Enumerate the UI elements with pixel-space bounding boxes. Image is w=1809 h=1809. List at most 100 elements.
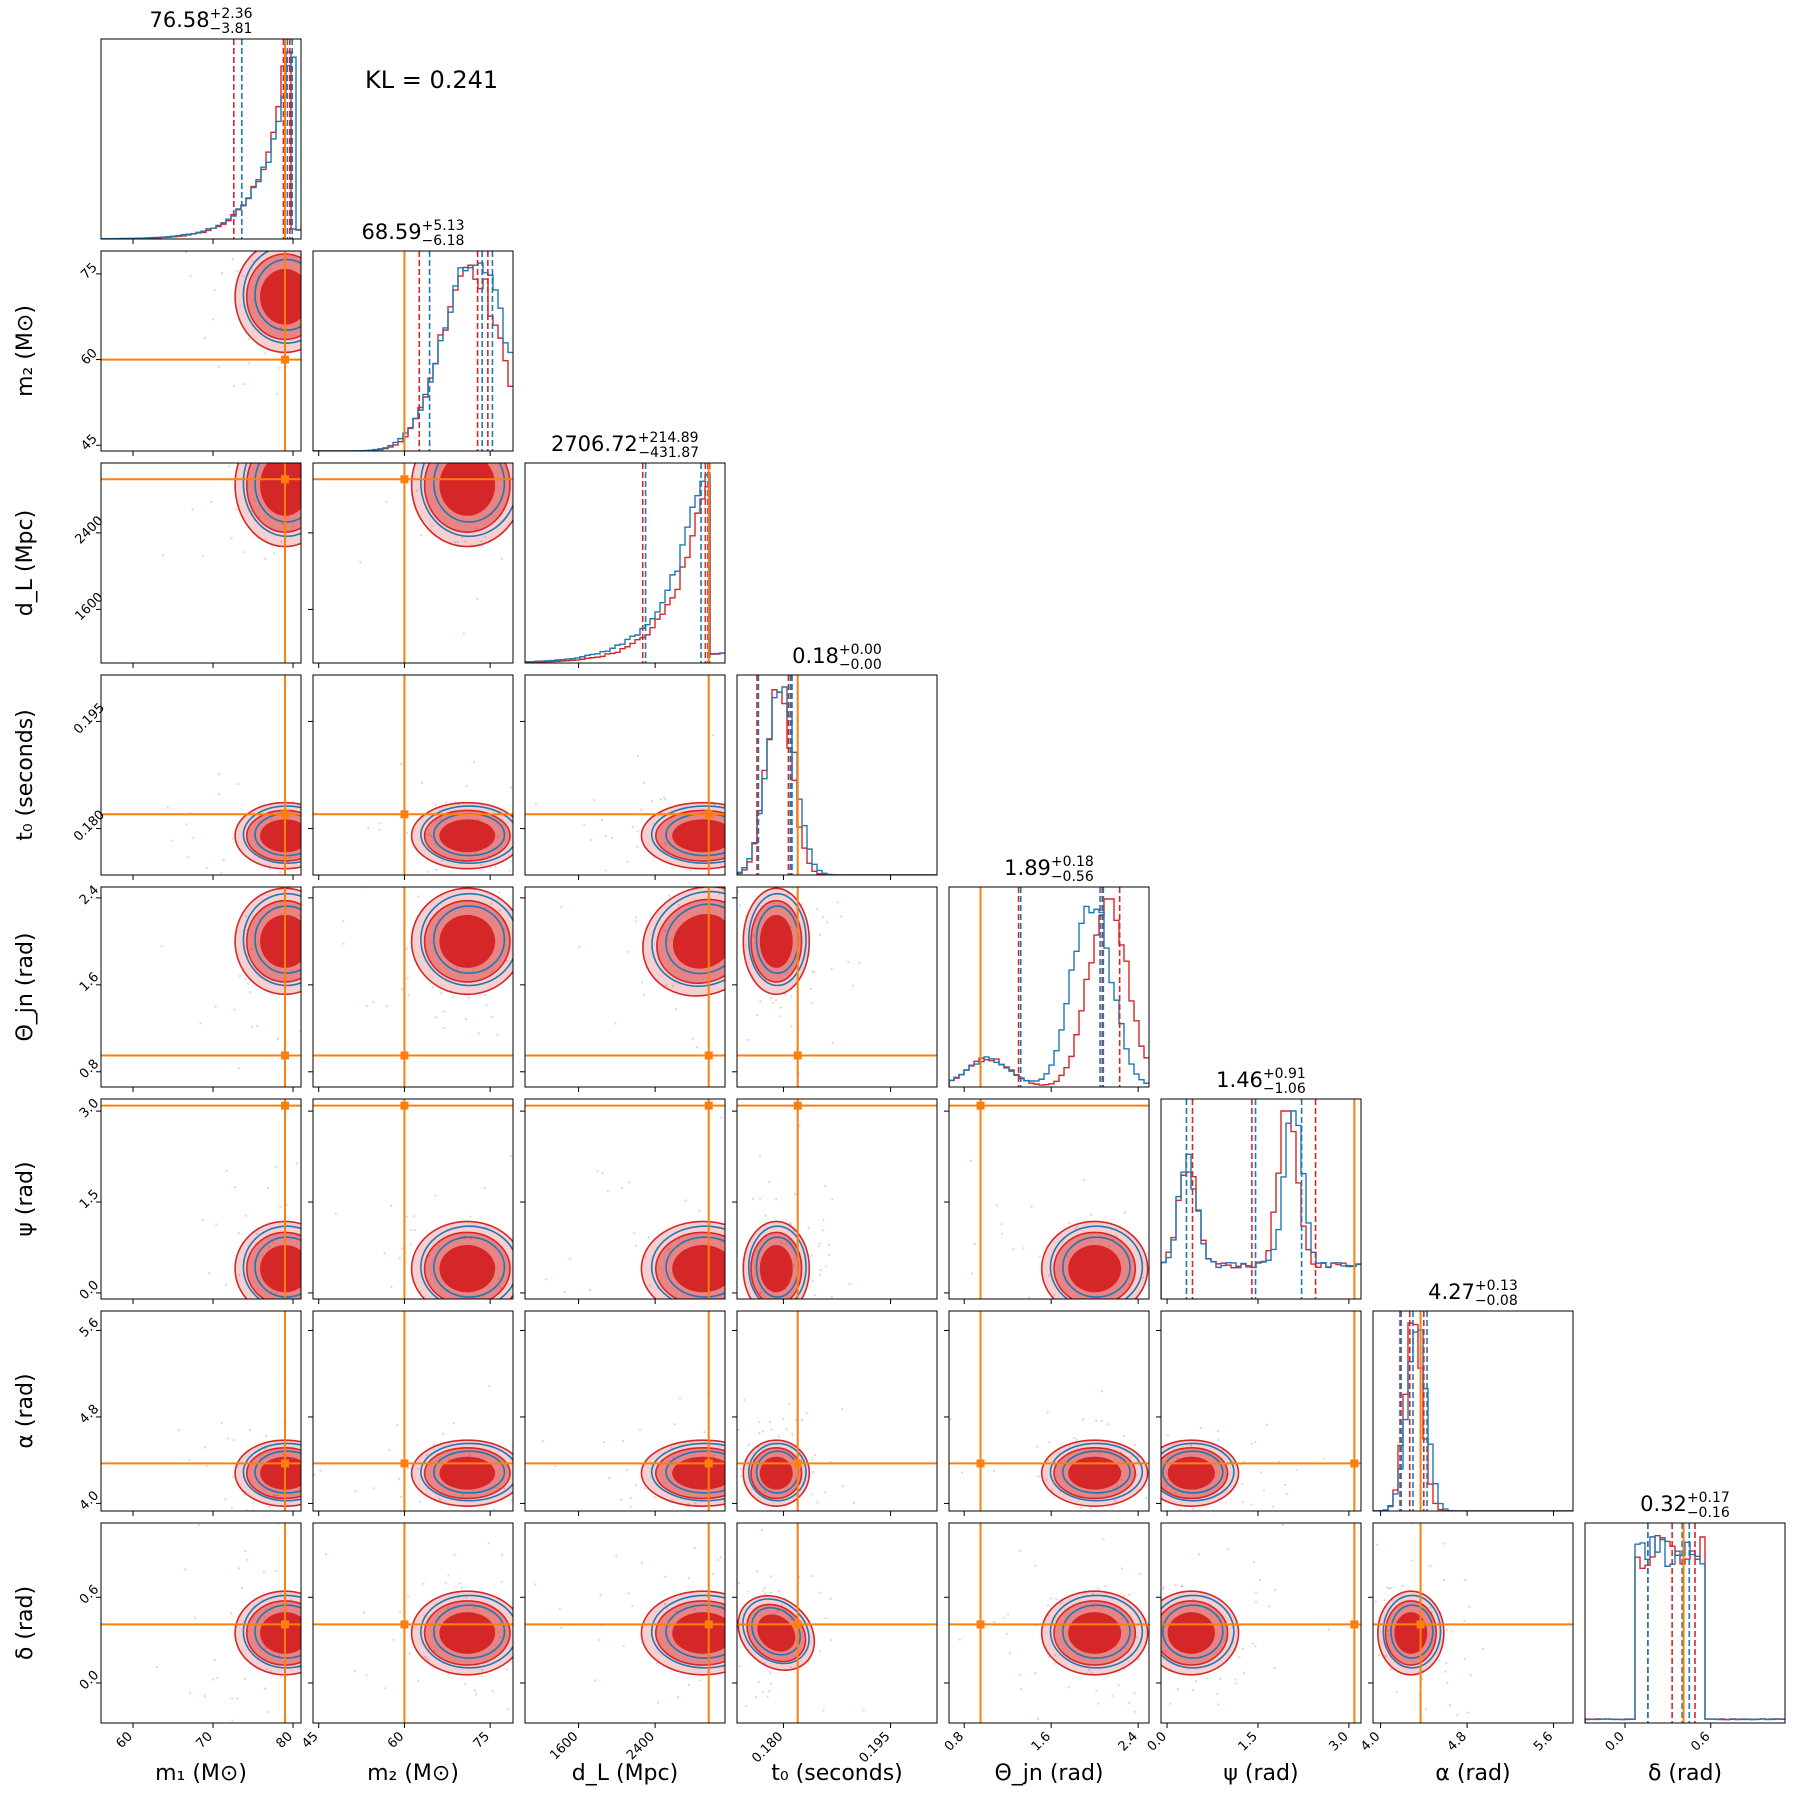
scatter-point — [731, 1233, 733, 1235]
scatter-point — [308, 480, 310, 482]
scatter-point — [768, 1307, 770, 1309]
scatter-point — [1153, 1574, 1155, 1576]
x-tick-label: 75 — [471, 1729, 493, 1751]
scatter-point — [1141, 1276, 1145, 1279]
scatter-point — [700, 1306, 702, 1308]
scatter-point — [509, 860, 513, 863]
scatter-point — [467, 996, 470, 999]
scatter-point — [656, 1314, 658, 1316]
truth-marker — [281, 1459, 289, 1468]
scatter-point — [307, 1485, 309, 1487]
scatter-point — [351, 465, 353, 467]
panel-alpha-alpha: 4.27+0.13 −0.08 — [1372, 1278, 1574, 1516]
scatter-point — [332, 976, 334, 978]
scatter-point — [427, 833, 430, 836]
scatter-point — [713, 1514, 715, 1516]
scatter-point — [400, 1495, 403, 1498]
scatter-point — [1196, 1533, 1198, 1535]
contour-outer-blue — [1049, 1442, 1144, 1502]
scatter-point — [640, 1562, 643, 1565]
scatter-point — [720, 1240, 724, 1243]
scatter-point — [362, 582, 364, 584]
x-tick-label: 0.0 — [1603, 1729, 1628, 1754]
scatter-point — [270, 818, 274, 821]
scatter-point — [527, 865, 529, 867]
scatter-point — [274, 448, 276, 450]
scatter-point — [266, 1710, 270, 1713]
scatter-point — [1154, 1599, 1156, 1601]
scatter-point — [514, 909, 516, 911]
scatter-point — [509, 383, 511, 385]
scatter-point — [358, 1326, 360, 1328]
truth-marker — [400, 1620, 409, 1629]
scatter-point — [171, 839, 174, 842]
scatter-point — [217, 773, 221, 776]
scatter-point — [689, 779, 691, 781]
scatter-point — [483, 439, 485, 441]
truth-marker — [400, 1101, 409, 1110]
scatter-point — [807, 1227, 810, 1230]
scatter-point — [1053, 1662, 1056, 1665]
scatter-point — [634, 920, 637, 923]
scatter-point — [727, 1630, 729, 1632]
scatter-point — [1387, 1629, 1390, 1632]
marginal-title: 1.89+0.18 −0.56 — [1004, 854, 1094, 885]
scatter-point — [406, 1467, 410, 1470]
scatter-point — [420, 534, 423, 537]
scatter-point — [1238, 1655, 1241, 1659]
scatter-point — [444, 1581, 447, 1584]
marginal-title: 4.27+0.13 −0.08 — [1428, 1278, 1518, 1309]
scatter-point — [589, 1293, 591, 1295]
scatter-point — [589, 838, 592, 842]
scatter-point — [811, 1002, 814, 1005]
scatter-point — [822, 1709, 825, 1712]
contour-inner-blue — [1062, 1604, 1131, 1659]
scatter-point — [1022, 1247, 1025, 1250]
y-tick-label: 2.4 — [77, 883, 102, 908]
scatter-point — [1111, 1694, 1114, 1698]
scatter-point — [353, 520, 355, 522]
scatter-point — [592, 830, 594, 832]
scatter-point — [593, 799, 596, 802]
x-tick-label: 80 — [274, 1729, 296, 1751]
truth-marker — [281, 475, 289, 484]
scatter-point — [411, 845, 413, 847]
scatter-point — [491, 970, 494, 973]
scatter-point — [596, 1169, 599, 1173]
scatter-point — [1048, 1441, 1051, 1444]
contour-core-red — [260, 1245, 301, 1293]
scatter-point — [314, 1711, 316, 1713]
scatter-point — [1283, 1483, 1287, 1486]
contour-outer-blue — [420, 1225, 513, 1299]
scatter-point — [534, 1583, 537, 1586]
scatter-point — [1195, 1544, 1197, 1546]
scatter-point — [1125, 1313, 1127, 1315]
scatter-point — [213, 289, 216, 292]
scatter-point — [237, 1274, 241, 1277]
scatter-point — [644, 1256, 647, 1259]
scatter-point — [719, 1556, 722, 1559]
scatter-point — [778, 1015, 781, 1018]
scatter-point — [579, 1345, 581, 1347]
scatter-point — [398, 1222, 400, 1224]
scatter-point — [331, 1632, 333, 1634]
scatter-point — [819, 1559, 821, 1561]
scatter-point — [208, 865, 210, 867]
scatter-point — [1046, 1411, 1049, 1414]
truth-marker — [976, 1620, 985, 1629]
scatter-point — [560, 906, 563, 909]
scatter-point — [1181, 1683, 1183, 1685]
scatter-point — [1254, 1600, 1258, 1603]
scatter-point — [353, 1561, 355, 1563]
scatter-point — [627, 1592, 630, 1595]
scatter-point — [1007, 1613, 1010, 1616]
y-tick-label: 0.0 — [77, 1278, 102, 1303]
scatter-point — [770, 1428, 773, 1431]
scatter-point — [1053, 1293, 1056, 1296]
panel-psi-m2 — [308, 1098, 591, 1304]
panel-frame — [312, 250, 514, 452]
scatter-point — [487, 1542, 490, 1545]
scatter-point — [519, 1613, 521, 1615]
contour-core-red — [439, 1245, 496, 1293]
scatter-point — [1216, 1430, 1219, 1433]
